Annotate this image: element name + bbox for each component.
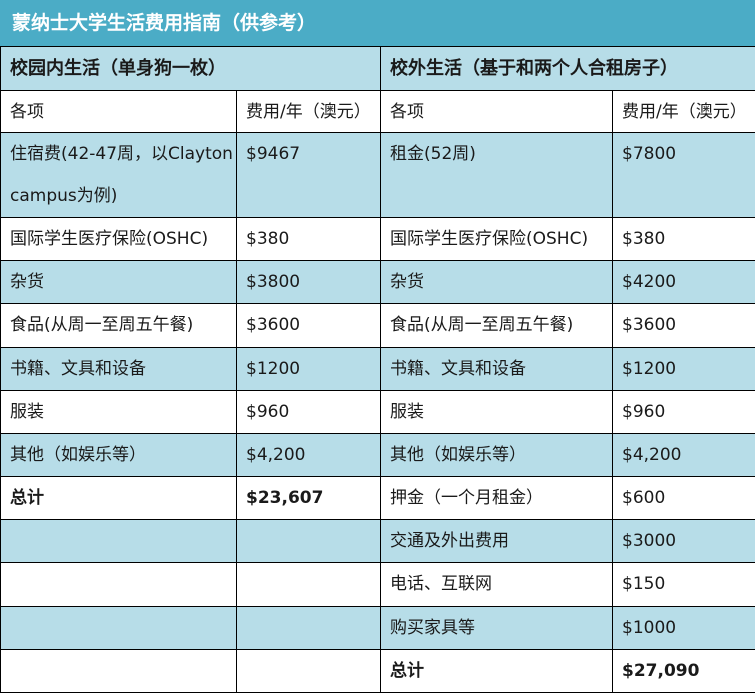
- offcampus-col-item: 各项: [380, 90, 613, 133]
- campus-empty-cell: [236, 605, 381, 650]
- offcampus-cost: $960: [612, 389, 755, 434]
- campus-total-label: 总计: [0, 476, 237, 521]
- offcampus-item: 国际学生医疗保险(OSHC): [380, 216, 613, 262]
- table-row: 购买家具等 $1000: [0, 605, 755, 650]
- table-row: 杂货 $3800 杂货 $4200: [0, 260, 755, 305]
- offcampus-cost: $4200: [612, 260, 755, 305]
- table-row: 交通及外出费用 $3000: [0, 519, 755, 564]
- offcampus-item: 购买家具等: [380, 605, 613, 650]
- page-title: 蒙纳士大学生活费用指南（供参考）: [0, 0, 755, 46]
- offcampus-item: 电话、互联网: [380, 562, 613, 607]
- campus-cost: $3600: [236, 303, 381, 348]
- offcampus-cost: $150: [612, 562, 755, 607]
- offcampus-cost: $3000: [612, 519, 755, 564]
- table-row: 国际学生医疗保险(OSHC) $380 国际学生医疗保险(OSHC) $380: [0, 216, 755, 262]
- table-row: 总计 $23,607 押金（一个月租金） $600: [0, 476, 755, 521]
- offcampus-item: 服装: [380, 389, 613, 434]
- offcampus-cost: $380: [612, 216, 755, 262]
- campus-cost: $380: [236, 216, 381, 262]
- table-row: 其他（如娱乐等） $4,200 其他（如娱乐等） $4,200: [0, 432, 755, 478]
- offcampus-total-value: $27,090: [612, 648, 755, 693]
- campus-heading: 校园内生活（单身狗一枚）: [0, 46, 381, 91]
- campus-item: 国际学生医疗保险(OSHC): [0, 216, 237, 262]
- campus-item: 服装: [0, 389, 237, 434]
- campus-empty-cell: [0, 605, 237, 650]
- table-row: 住宿费(42-47周，以Clayton campus为例) $9467 租金(5…: [0, 132, 755, 218]
- table-row: 书籍、文具和设备 $1200 书籍、文具和设备 $1200: [0, 346, 755, 391]
- campus-total-value: $23,607: [236, 476, 381, 521]
- table-row: 总计 $27,090: [0, 648, 755, 693]
- campus-cost: $1200: [236, 346, 381, 391]
- column-header-row: 各项 费用/年（澳元） 各项 费用/年（澳元）: [0, 90, 755, 133]
- offcampus-cost: $7800: [612, 132, 755, 218]
- offcampus-item: 租金(52周): [380, 132, 613, 218]
- campus-col-item: 各项: [0, 90, 237, 133]
- campus-item: 其他（如娱乐等）: [0, 432, 237, 478]
- offcampus-item: 交通及外出费用: [380, 519, 613, 564]
- cost-table: 校园内生活（单身狗一枚） 校外生活（基于和两个人合租房子） 各项 费用/年（澳元…: [0, 46, 755, 693]
- offcampus-heading: 校外生活（基于和两个人合租房子）: [380, 46, 755, 91]
- offcampus-cost: $4,200: [612, 432, 755, 478]
- campus-empty-cell: [0, 562, 237, 607]
- campus-cost: $4,200: [236, 432, 381, 478]
- campus-col-cost: 费用/年（澳元）: [236, 90, 381, 133]
- offcampus-item: 杂货: [380, 260, 613, 305]
- offcampus-cost: $1000: [612, 605, 755, 650]
- offcampus-item: 食品(从周一至周五午餐): [380, 303, 613, 348]
- offcampus-col-cost: 费用/年（澳元）: [612, 90, 755, 133]
- offcampus-total-label: 总计: [380, 648, 613, 693]
- offcampus-cost: $1200: [612, 346, 755, 391]
- campus-empty-cell: [0, 648, 237, 693]
- campus-item: 杂货: [0, 260, 237, 305]
- offcampus-cost: $3600: [612, 303, 755, 348]
- campus-empty-cell: [236, 519, 381, 564]
- campus-item: 书籍、文具和设备: [0, 346, 237, 391]
- offcampus-item: 押金（一个月租金）: [380, 476, 613, 521]
- campus-item: 住宿费(42-47周，以Clayton campus为例): [0, 132, 237, 218]
- table-row: 食品(从周一至周五午餐) $3600 食品(从周一至周五午餐) $3600: [0, 303, 755, 348]
- campus-empty-cell: [236, 562, 381, 607]
- table-row: 服装 $960 服装 $960: [0, 389, 755, 434]
- campus-cost: $960: [236, 389, 381, 434]
- campus-empty-cell: [0, 519, 237, 564]
- table-row: 电话、互联网 $150: [0, 562, 755, 607]
- campus-item: 食品(从周一至周五午餐): [0, 303, 237, 348]
- offcampus-item: 其他（如娱乐等）: [380, 432, 613, 478]
- section-heading-row: 校园内生活（单身狗一枚） 校外生活（基于和两个人合租房子）: [0, 46, 755, 91]
- campus-empty-cell: [236, 648, 381, 693]
- campus-cost: $9467: [236, 132, 381, 218]
- campus-cost: $3800: [236, 260, 381, 305]
- offcampus-item: 书籍、文具和设备: [380, 346, 613, 391]
- offcampus-cost: $600: [612, 476, 755, 521]
